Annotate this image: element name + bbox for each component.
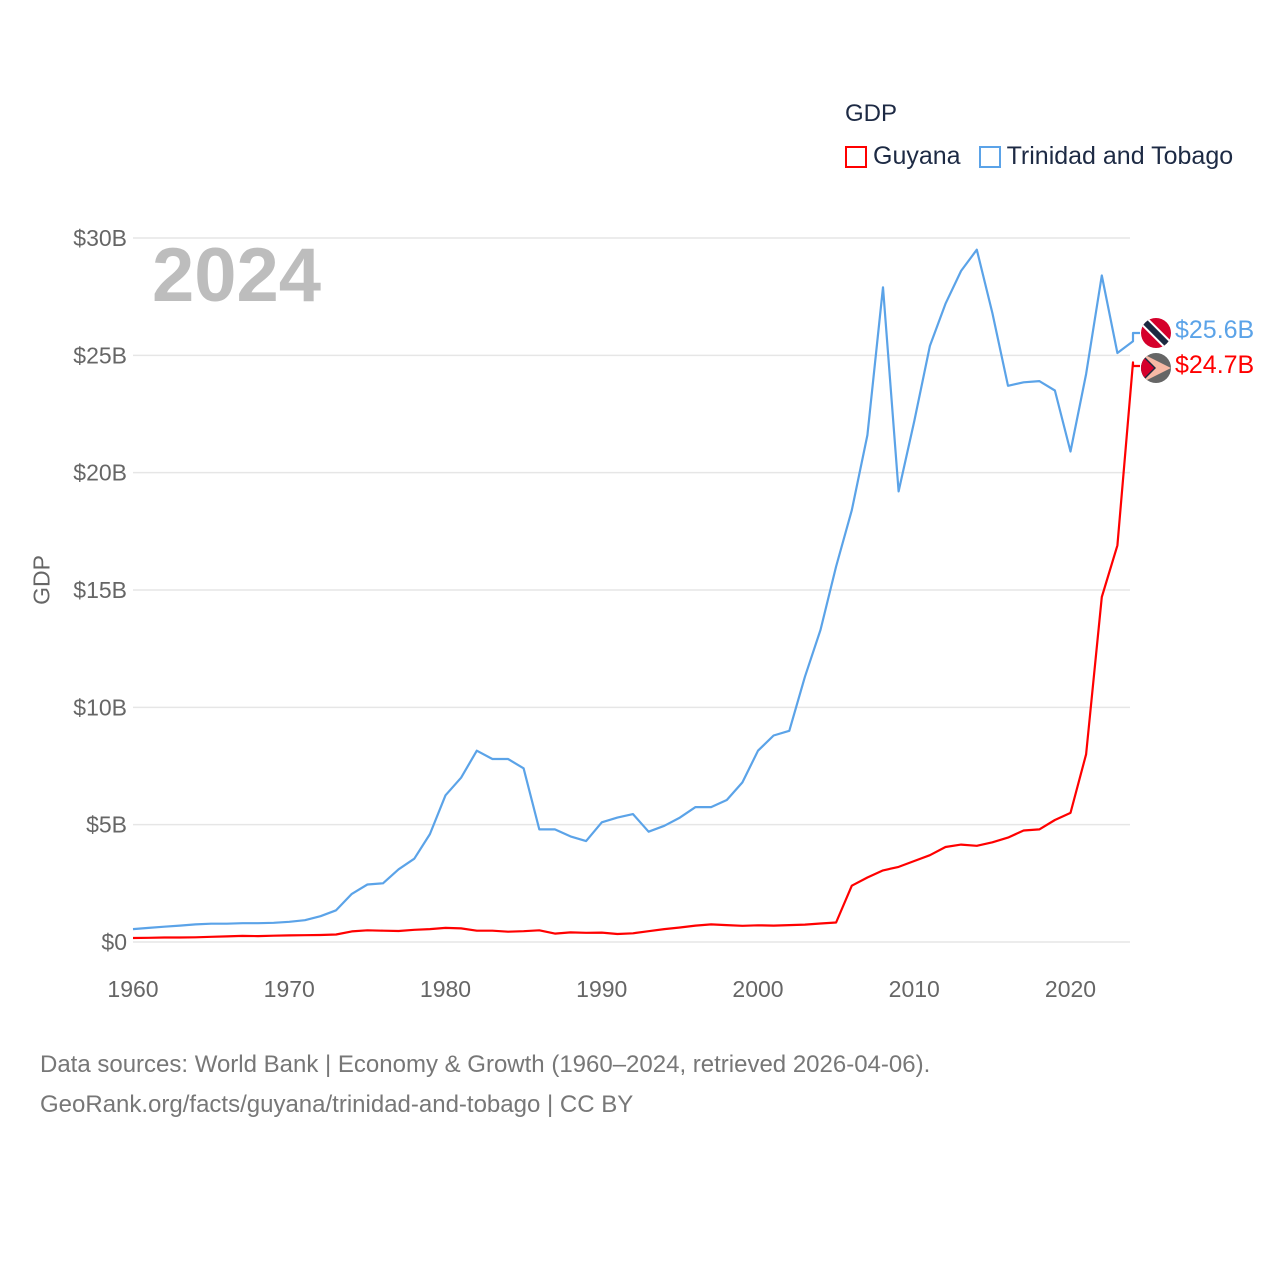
- legend-item-trinidad[interactable]: Trinidad and Tobago: [978, 142, 1234, 171]
- y-tick-label: $5B: [86, 812, 127, 838]
- x-tick-label: 2000: [732, 976, 783, 1002]
- y-tick-label: $15B: [73, 577, 127, 603]
- y-tick-label: $30B: [73, 225, 127, 251]
- legend-swatch-trinidad: [978, 145, 1001, 168]
- x-tick-label: 2020: [1045, 976, 1096, 1002]
- y-tick-label: $20B: [73, 460, 127, 486]
- year-label: 2024: [152, 233, 322, 318]
- trinidad-end-value: $25.6B: [1175, 316, 1255, 344]
- y-axis-label: GDP: [28, 555, 55, 605]
- y-tick-label: $10B: [73, 694, 127, 720]
- trinidad-flag-icon: [1141, 318, 1171, 348]
- legend-label: Trinidad and Tobago: [1006, 142, 1234, 170]
- x-tick-label: 1960: [107, 976, 158, 1002]
- guyana-flag-icon: [1141, 353, 1171, 383]
- legend-swatch-guyana: [845, 145, 867, 168]
- x-tick-label: 1980: [420, 976, 471, 1002]
- legend-item-guyana[interactable]: Guyana: [845, 142, 961, 171]
- y-tick-label: $25B: [73, 342, 127, 368]
- data-source-text: Data sources: World Bank | Economy & Gro…: [40, 1051, 931, 1078]
- guyana-end-value: $24.7B: [1175, 351, 1255, 379]
- x-tick-label: 2010: [889, 976, 940, 1002]
- source-link[interactable]: GeoRank.org/facts/guyana/trinidad-and-to…: [40, 1091, 634, 1118]
- legend-title: GDP: [845, 100, 898, 127]
- legend: Guyana Trinidad and Tobago: [845, 142, 1233, 171]
- x-tick-label: 1990: [576, 976, 627, 1002]
- x-tick-label: 1970: [264, 976, 315, 1002]
- y-tick-label: $0: [101, 929, 127, 955]
- series-line-guyana: [132, 361, 1140, 940]
- legend-label: Guyana: [873, 142, 961, 170]
- footer: Data sources: World Bank | Economy & Gro…: [40, 1045, 930, 1125]
- series-line-trinidad-and-tobago: [132, 248, 1140, 931]
